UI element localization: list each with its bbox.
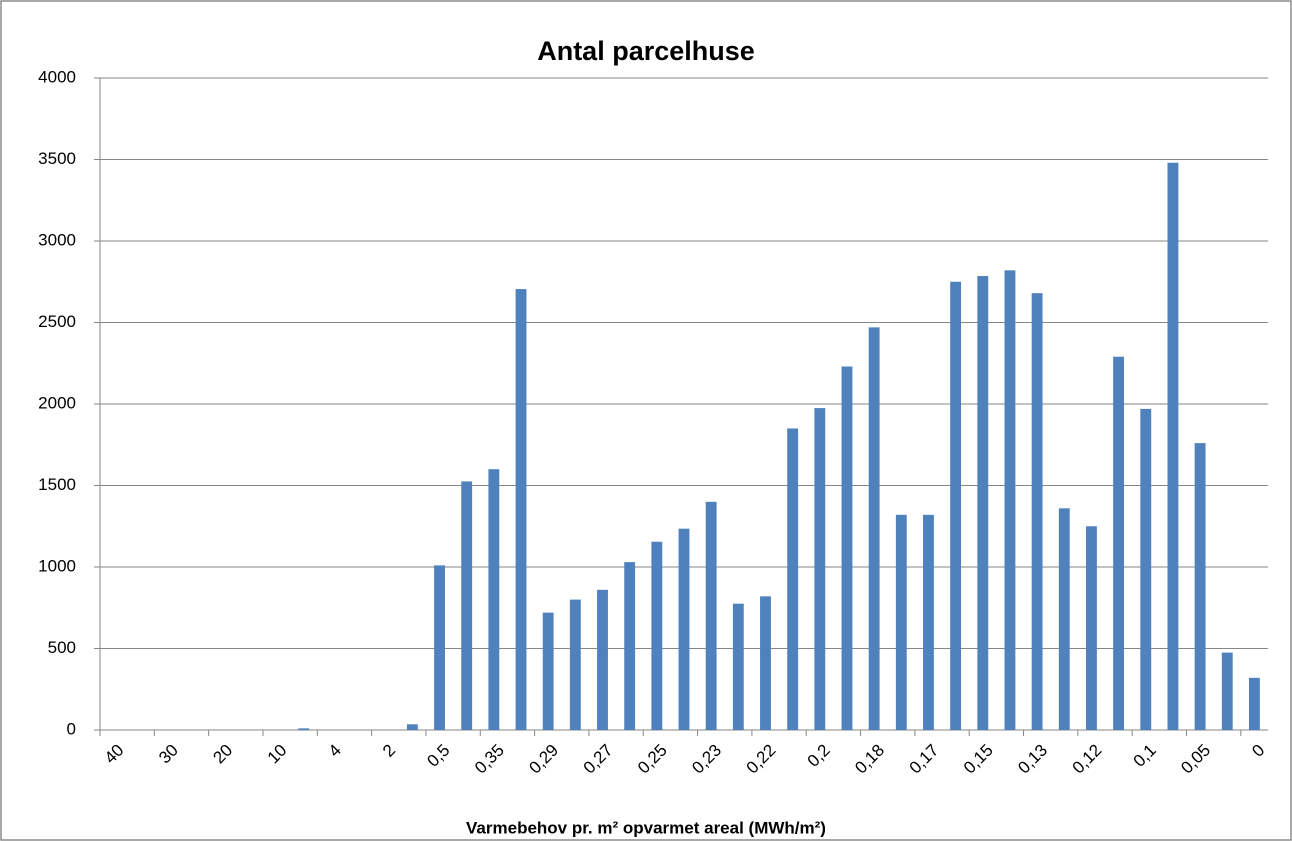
bar <box>814 408 826 730</box>
bar <box>977 276 989 730</box>
bar <box>1086 526 1097 730</box>
bar <box>542 612 554 730</box>
bar <box>515 289 527 730</box>
bar <box>1221 652 1233 730</box>
bar <box>732 603 744 730</box>
bar <box>787 428 799 730</box>
bar <box>841 366 853 730</box>
bar <box>950 281 962 730</box>
bar <box>1058 508 1070 730</box>
bar <box>1194 443 1206 730</box>
bar <box>597 589 608 730</box>
bar <box>1248 677 1260 730</box>
bar <box>705 501 717 730</box>
bar <box>624 562 636 730</box>
y-tick-label: 3000 <box>38 230 76 249</box>
bar <box>1113 356 1125 730</box>
bar <box>760 596 771 730</box>
bar <box>1004 270 1016 730</box>
bar <box>651 541 663 730</box>
y-tick-label: 3500 <box>38 149 76 168</box>
bar <box>923 514 934 730</box>
bar <box>569 599 581 730</box>
y-tick-label: 2500 <box>38 312 76 331</box>
y-tick-label: 4000 <box>38 67 76 86</box>
bar <box>406 724 418 730</box>
bar <box>461 481 473 730</box>
y-tick-label: 1000 <box>38 556 76 575</box>
y-tick-label: 0 <box>67 719 76 738</box>
y-tick-label: 500 <box>48 638 76 657</box>
x-axis-label: Varmebehov pr. m² opvarmet areal (MWh/m²… <box>466 818 826 837</box>
bar <box>1031 293 1043 730</box>
bar <box>868 327 880 730</box>
bar <box>488 469 500 730</box>
chart-title: Antal parcelhuse <box>537 36 755 66</box>
bar <box>678 528 690 730</box>
bar <box>298 728 310 730</box>
bar <box>1167 162 1179 730</box>
bar <box>895 514 907 730</box>
y-tick-label: 1500 <box>38 475 76 494</box>
bar <box>1140 408 1152 730</box>
bar <box>434 565 445 730</box>
y-tick-label: 2000 <box>38 393 76 412</box>
